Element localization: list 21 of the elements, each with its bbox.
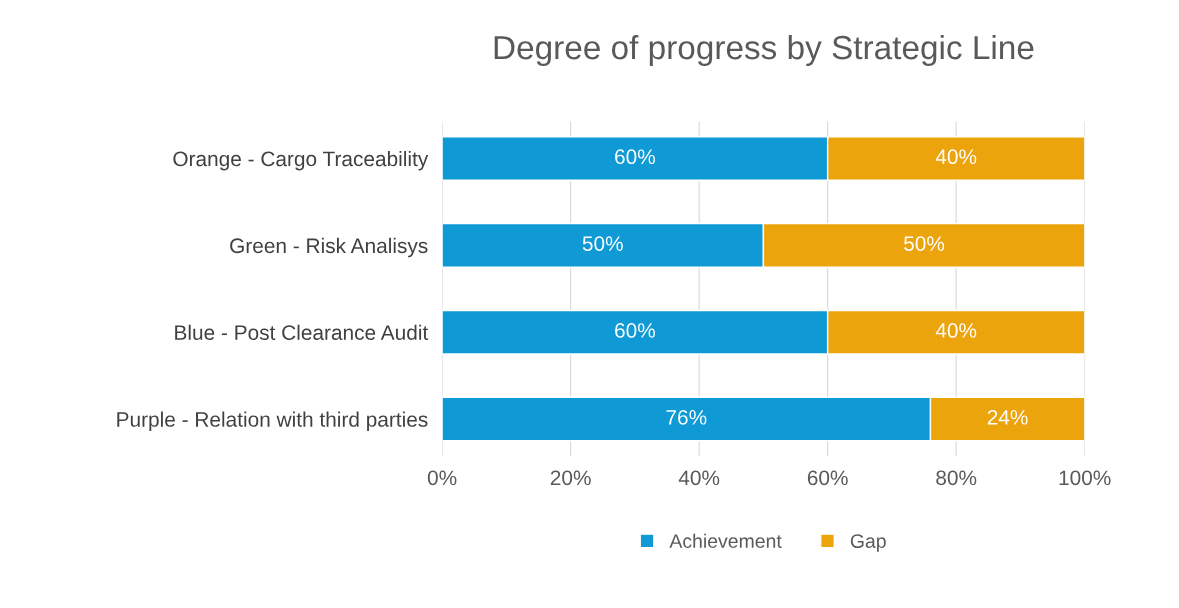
x-tick-label: 80% bbox=[936, 470, 977, 486]
data-label: 50% bbox=[904, 236, 945, 251]
data-label: 50% bbox=[582, 236, 623, 251]
legend-label: Achievement bbox=[669, 533, 782, 548]
data-label: 60% bbox=[615, 323, 655, 338]
data-label: 40% bbox=[935, 149, 977, 165]
y-tick-label: Purple - Relation with third parties bbox=[117, 411, 428, 431]
x-tick-label: 40% bbox=[678, 470, 720, 486]
y-tick-label: Blue - Post Clearance Audit bbox=[175, 324, 429, 340]
x-tick-label: 20% bbox=[550, 470, 591, 486]
chart-title: Degree of progress by Strategic Line bbox=[494, 34, 1034, 67]
y-tick-label: Orange - Cargo Traceability bbox=[173, 150, 429, 171]
data-label: 40% bbox=[935, 323, 977, 338]
data-label: 76% bbox=[666, 409, 707, 425]
data-label: 24% bbox=[987, 409, 1028, 425]
y-tick-label: Green - Risk Analisys bbox=[230, 237, 428, 258]
legend-label: Gap bbox=[850, 534, 886, 552]
x-tick-label: 0% bbox=[427, 470, 457, 486]
x-tick-label: 60% bbox=[807, 470, 848, 486]
x-tick-label: 100% bbox=[1059, 470, 1111, 486]
data-label: 60% bbox=[615, 149, 655, 165]
